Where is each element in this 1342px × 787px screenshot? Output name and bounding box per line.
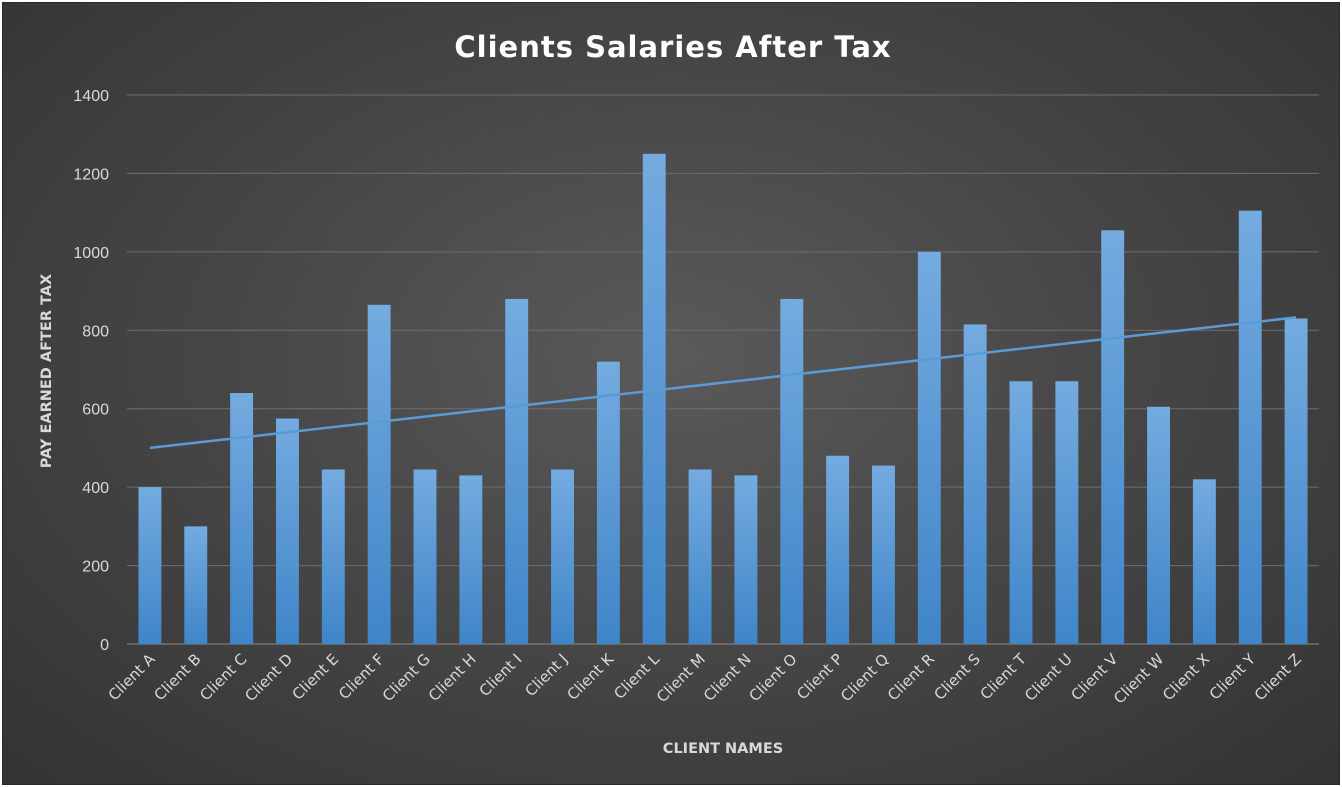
bar [459, 475, 483, 644]
x-tick-label: Client D [241, 650, 296, 705]
bar [184, 526, 208, 644]
bar [321, 469, 345, 644]
bar [826, 455, 850, 644]
bar [413, 469, 437, 644]
x-tick-label: Client F [335, 650, 388, 703]
bar [734, 475, 758, 644]
y-tick-label: 800 [82, 323, 109, 340]
x-tick-label: Client S [930, 650, 984, 704]
y-tick-label: 1000 [73, 245, 109, 262]
x-tick-label: Client K [563, 649, 618, 704]
y-tick-label: 1400 [73, 88, 109, 105]
x-tick-label: Client E [289, 650, 343, 704]
x-tick-label: Client O [745, 650, 800, 705]
bar [1147, 406, 1170, 644]
bar [1284, 318, 1308, 644]
bar [230, 393, 254, 644]
bar [688, 469, 712, 644]
bar [1192, 479, 1216, 644]
bar [872, 465, 895, 644]
x-tick-label: Client T [977, 650, 1031, 704]
bar [917, 251, 941, 644]
x-tick-label: Client Q [837, 650, 892, 705]
x-tick-label: Client B [151, 650, 205, 704]
x-tick-label: Client G [379, 650, 434, 705]
bar [596, 361, 620, 644]
x-tick-label: Client U [1021, 650, 1076, 705]
trendline [149, 316, 1297, 450]
y-tick-label: 0 [100, 637, 109, 654]
bar [1009, 381, 1033, 644]
bars [138, 153, 1308, 645]
bar [963, 324, 987, 644]
bar [1101, 230, 1125, 644]
chart-title: Clients Salaries After Tax [454, 30, 891, 64]
x-tick-label: Client M [653, 650, 709, 706]
y-tick-label: 1200 [73, 166, 109, 183]
x-tick-label: Client R [884, 650, 938, 704]
x-tick-label: Client Y [1206, 650, 1260, 704]
bar [642, 153, 666, 645]
x-tick-label: Client C [196, 650, 250, 704]
trendline-group [149, 316, 1297, 450]
bar [780, 298, 804, 644]
bar [505, 298, 529, 644]
bar [276, 418, 299, 644]
x-tick-label: Client X [1159, 650, 1213, 704]
y-tick-label: 200 [82, 559, 109, 576]
x-tick-label: Client W [1110, 650, 1167, 707]
bar [1238, 210, 1262, 645]
y-axis-label: PAY EARNED AFTER TAX [39, 274, 55, 468]
grid-lines [127, 94, 1319, 645]
y-tick-label: 400 [82, 480, 109, 497]
x-tick-label: Client A [105, 650, 160, 705]
y-axis-ticks: 0 200 400 600 800 1000 1200 1400 [73, 88, 109, 654]
x-axis-label: CLIENT NAMES [663, 741, 783, 757]
chart-svg: Clients Salaries After Tax 0 200 400 600 800… [39, 30, 1319, 757]
bar [367, 304, 391, 644]
x-tick-label: Client P [793, 650, 846, 703]
y-tick-label: 600 [82, 402, 109, 419]
bar [1055, 381, 1079, 644]
x-tick-label: Client I [476, 650, 526, 700]
x-tick-label: Client H [425, 650, 480, 705]
bar [138, 487, 162, 644]
x-tick-label: Client Z [1251, 650, 1305, 704]
x-tick-label: Client N [700, 650, 755, 705]
bar [551, 469, 574, 644]
